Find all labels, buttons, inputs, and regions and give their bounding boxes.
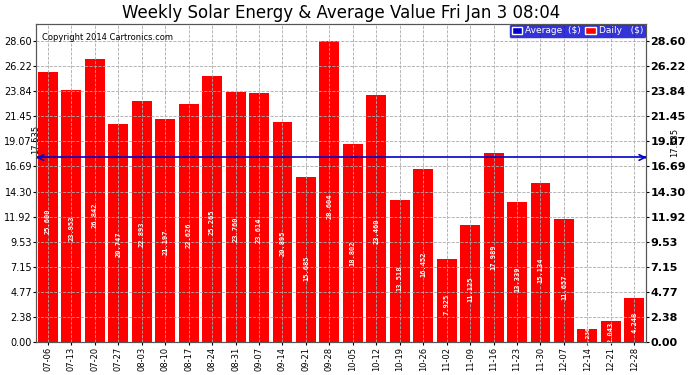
Text: 16.452: 16.452 [420,252,426,277]
Legend: Average  ($), Daily   ($): Average ($), Daily ($) [509,24,646,38]
Text: 15.134: 15.134 [538,258,544,284]
Text: 13.518: 13.518 [397,266,403,291]
Bar [85,59,105,342]
Bar [319,41,339,342]
Text: 2.043: 2.043 [608,322,614,344]
Bar [132,101,152,342]
Bar [507,202,527,342]
Text: 1.236: 1.236 [585,327,590,345]
Text: 7.925: 7.925 [444,294,450,315]
Text: 4.248: 4.248 [631,312,638,333]
Bar [601,321,621,342]
Text: 22.626: 22.626 [186,222,192,248]
Text: 22.893: 22.893 [139,221,145,246]
Bar [484,153,504,342]
Text: 23.460: 23.460 [373,218,380,244]
Text: 17.535: 17.535 [671,128,680,158]
Text: 15.685: 15.685 [303,255,309,281]
Text: 21.197: 21.197 [162,229,168,255]
Bar [179,104,199,342]
Bar [460,225,480,342]
Bar [249,93,269,342]
Text: 23.953: 23.953 [68,216,75,242]
Bar [578,329,598,342]
Title: Weekly Solar Energy & Average Value Fri Jan 3 08:04: Weekly Solar Energy & Average Value Fri … [122,4,560,22]
Text: 17.989: 17.989 [491,244,497,270]
Text: 18.802: 18.802 [350,240,356,266]
Bar [61,90,81,342]
Bar [296,177,316,342]
Bar [273,122,293,342]
Bar [624,298,644,342]
Bar [390,200,410,342]
Bar [413,169,433,342]
Text: 23.614: 23.614 [256,217,262,243]
Text: 25.265: 25.265 [209,210,215,235]
Bar [38,72,58,342]
Bar [366,95,386,342]
Bar [202,76,222,342]
Text: 13.339: 13.339 [514,266,520,292]
Text: 20.747: 20.747 [115,231,121,257]
Bar [554,219,574,342]
Bar [155,119,175,342]
Text: 11.657: 11.657 [561,274,567,300]
Bar [343,144,363,342]
Bar [108,124,128,342]
Text: 17.535: 17.535 [31,125,40,154]
Text: 28.604: 28.604 [326,194,333,219]
Text: 26.842: 26.842 [92,202,98,228]
Text: 11.125: 11.125 [467,277,473,302]
Text: 23.760: 23.760 [233,217,239,242]
Bar [226,92,246,342]
Text: 25.600: 25.600 [45,208,51,234]
Bar [437,259,457,342]
Text: 20.895: 20.895 [279,231,286,256]
Text: Copyright 2014 Cartronics.com: Copyright 2014 Cartronics.com [42,33,173,42]
Bar [531,183,551,342]
